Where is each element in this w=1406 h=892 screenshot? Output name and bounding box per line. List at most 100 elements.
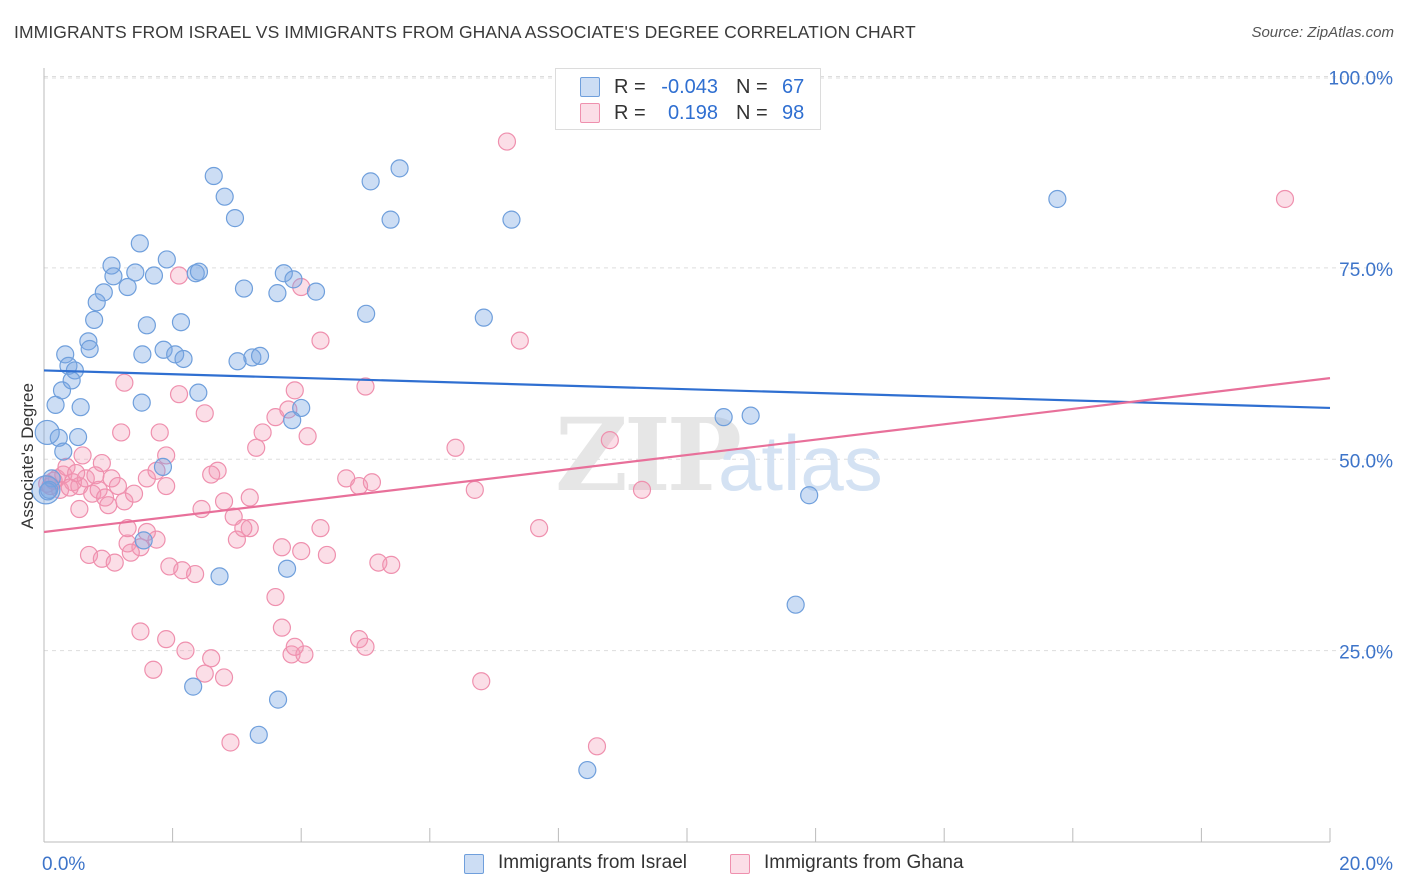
israel-legend-swatch (464, 854, 484, 874)
ghana-point (186, 564, 205, 584)
israel-point (204, 166, 223, 186)
israel-point (174, 349, 193, 369)
israel-point (62, 371, 81, 390)
ghana-point (272, 618, 292, 637)
israel-point (126, 263, 145, 282)
ghana-point (356, 637, 375, 656)
ghana-point (632, 480, 652, 499)
ghana-swatch (580, 103, 600, 123)
ghana-point (510, 331, 529, 350)
ghana-point (131, 622, 150, 641)
ghana-point (157, 446, 176, 465)
ghana-point (137, 469, 156, 488)
israel-point (243, 348, 262, 367)
israel-point (268, 284, 287, 303)
israel-point (171, 313, 191, 332)
israel-point (800, 486, 819, 505)
israel-point (474, 308, 493, 327)
ghana-point (497, 132, 517, 151)
ghana-point (57, 457, 76, 477)
israel-point (741, 406, 760, 425)
ghana-point (195, 404, 214, 423)
r-label: R = (614, 102, 646, 124)
ghana-point (272, 538, 292, 557)
ghana-trend-line (43, 377, 1331, 534)
ghana-point (530, 519, 549, 538)
ghana-point (253, 423, 272, 442)
ghana-point (311, 331, 330, 350)
ghana-point (356, 377, 375, 396)
ghana-point (124, 484, 144, 503)
ghana-point (382, 555, 401, 574)
ghana-point (99, 496, 118, 515)
israel-point (54, 442, 73, 461)
ghana-legend-swatch (730, 854, 750, 874)
israel-point (225, 209, 245, 228)
israel-point (189, 383, 208, 402)
ghana-point (118, 519, 137, 538)
israel-point (381, 210, 400, 229)
israel-point (132, 393, 151, 412)
ghana-point (195, 664, 214, 683)
israel-point (154, 340, 173, 359)
ghana-point (169, 266, 189, 285)
ghana-point (176, 641, 195, 660)
ghana-point (157, 630, 176, 649)
israel-point (292, 398, 311, 418)
ghana-point (240, 519, 259, 538)
ghana-point (234, 519, 253, 538)
israel-point (133, 345, 152, 364)
watermark-atlas: atlas (718, 419, 883, 507)
trend-lines (43, 369, 1331, 534)
israel-point (277, 559, 297, 578)
israel-point (144, 266, 164, 285)
n-value-israel: 67 (782, 76, 805, 98)
ghana-point (73, 446, 92, 465)
israel-point (34, 419, 60, 446)
israel-point (94, 283, 113, 302)
israel-point (714, 408, 733, 427)
israel-point (786, 595, 805, 614)
n-value-ghana: 98 (782, 102, 805, 124)
ghana-point (362, 473, 382, 492)
x-tick-label-max: 20.0% (1339, 854, 1393, 875)
ghana-point (214, 668, 234, 687)
israel-point (153, 457, 173, 477)
israel-point (38, 482, 57, 501)
ghana-point (115, 373, 134, 392)
israel-point (357, 304, 376, 323)
ghana-point (192, 499, 211, 519)
ghana-point (169, 385, 189, 404)
israel-point (71, 398, 90, 417)
ghana-point (311, 519, 330, 538)
israel-point (215, 187, 234, 206)
ghana-point (67, 463, 86, 483)
r-label: R = (614, 76, 646, 98)
israel-point (228, 352, 247, 371)
israel-point (130, 234, 149, 253)
israel-point (104, 267, 123, 286)
israel-point (1048, 189, 1067, 209)
ghana-point (214, 492, 234, 511)
correlation-legend: R = -0.043 N = 67 R = 0.198 N = 98 (555, 68, 821, 130)
legend-label-ghana: Immigrants from Ghana (764, 852, 964, 873)
ghana-point (600, 431, 619, 450)
israel-point (578, 760, 597, 780)
y-axis-label: Associate's Degree (18, 383, 37, 529)
israel-point (189, 262, 209, 281)
r-value-ghana: 0.198 (667, 102, 718, 124)
ghana-point (266, 587, 285, 607)
ghana-point (227, 530, 246, 549)
ghana-point (144, 660, 163, 679)
israel-point (118, 277, 137, 297)
ghana-point (240, 488, 259, 507)
ghana-point (86, 466, 105, 485)
series-legend: Immigrants from Israel Immigrants from G… (0, 852, 1406, 876)
source-label: Source: ZipAtlas.com (1251, 24, 1394, 41)
ghana-point (150, 423, 169, 442)
israel-point (166, 345, 185, 364)
israel-point (274, 264, 293, 283)
ghana-point (285, 381, 304, 400)
israel-point (137, 316, 156, 335)
